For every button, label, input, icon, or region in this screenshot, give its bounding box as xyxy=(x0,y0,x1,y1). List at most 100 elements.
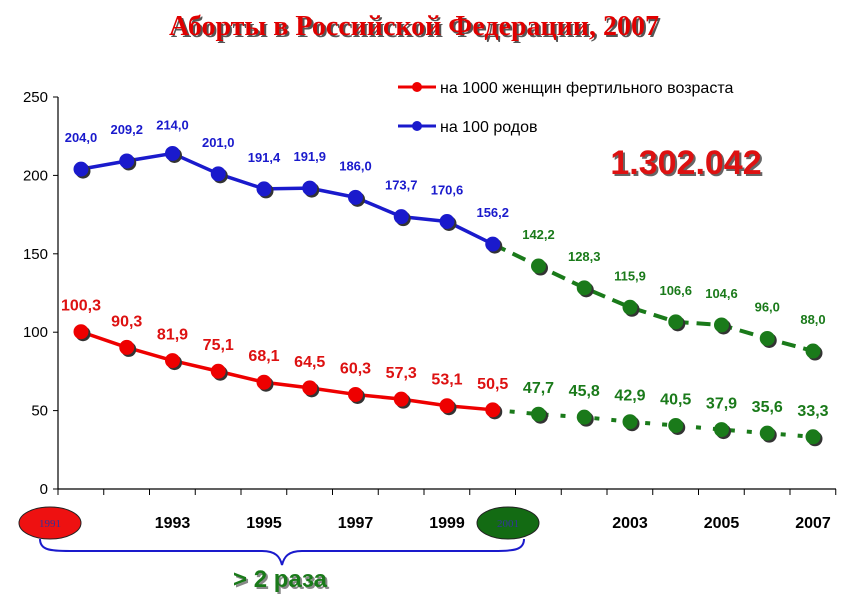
legend-births-label: на 100 родов xyxy=(440,119,538,136)
data-labels: 204,0 209,2 214,0 201,0 191,4 191,9 186,0 173,7… xyxy=(61,117,829,419)
women-point xyxy=(348,386,363,402)
births-point xyxy=(73,161,89,177)
y-tick-label: 250 xyxy=(23,89,48,106)
women-data-label: 64,5 xyxy=(294,354,325,371)
births-data-label: 214,0 xyxy=(156,117,189,132)
y-tick-label: 150 xyxy=(23,246,48,263)
x-tick-label: 2007 xyxy=(795,515,831,532)
women-data-label: 53,1 xyxy=(431,372,462,389)
women-data-label: 50,5 xyxy=(477,376,508,393)
total-annotation-text: 1.302.042 xyxy=(610,144,761,182)
births-series-line xyxy=(80,151,494,246)
births-data-label: 201,0 xyxy=(202,135,235,150)
legend-births-marker xyxy=(412,121,422,131)
births-point xyxy=(531,258,546,274)
women-point xyxy=(393,391,409,407)
births-point xyxy=(165,145,180,161)
women-data-label: 100,3 xyxy=(61,298,101,315)
women-data-label: 33,3 xyxy=(797,403,828,420)
births-data-label: 128,3 xyxy=(568,249,601,264)
x-tick-label: 1999 xyxy=(429,515,465,532)
women-point xyxy=(165,353,180,369)
births-data-label: 115,9 xyxy=(614,268,646,283)
women-point xyxy=(759,425,775,441)
women-point xyxy=(439,398,455,414)
y-tick-label: 200 xyxy=(23,167,48,184)
legend-women-label: на 1000 женщин фертильного возраста xyxy=(440,80,733,97)
x-tick-label: 1995 xyxy=(246,515,282,532)
axes: 0 50 100 150 200 250 1993 1995 1997 1999 2003 2005 2… xyxy=(23,89,837,532)
births-point xyxy=(714,317,729,333)
women-data-label: 60,3 xyxy=(340,360,371,377)
women-data-label: 75,1 xyxy=(203,337,234,354)
women-point xyxy=(531,406,546,422)
women-point xyxy=(668,417,684,433)
ratio-annotation-text: > 2 раза xyxy=(233,566,328,593)
births-point xyxy=(439,213,455,229)
women-data-label: 37,9 xyxy=(706,396,737,413)
births-data-label: 104,6 xyxy=(705,286,738,301)
women-point xyxy=(714,422,729,438)
women-data-label: 40,5 xyxy=(660,391,691,408)
births-data-label: 191,9 xyxy=(293,149,326,164)
highlight-year-2001: 2001 xyxy=(497,518,519,530)
births-data-label: 170,6 xyxy=(431,182,464,197)
women-point xyxy=(485,402,501,418)
women-point xyxy=(256,374,272,390)
women-data-label: 35,6 xyxy=(752,399,783,416)
births-data-label: 191,4 xyxy=(248,150,281,165)
births-data-label: 209,2 xyxy=(110,122,143,137)
women-data-label: 42,9 xyxy=(614,388,645,405)
chart-title-text: Аборты в Российской Федерации, 2007 xyxy=(169,11,659,42)
births-data-label: 142,2 xyxy=(522,227,555,242)
women-point xyxy=(622,414,638,430)
births-point xyxy=(485,236,501,252)
highlight-oval-2001 xyxy=(476,506,540,540)
births-data-label: 204,0 xyxy=(65,130,98,145)
comparison-brace xyxy=(39,538,525,566)
total-annotation: 1.302.042 1.302.042 xyxy=(610,144,763,184)
women-data-label: 57,3 xyxy=(386,365,417,382)
highlight-oval-1991 xyxy=(18,506,82,540)
year-highlights: 1991 2001 > 2 раза > 2 раза xyxy=(18,506,540,595)
births-point xyxy=(668,314,684,330)
births-point xyxy=(805,343,821,359)
women-point xyxy=(805,429,821,445)
legend-women-marker xyxy=(412,82,422,92)
ratio-annotation-shadow: > 2 раза xyxy=(235,568,330,595)
y-tick-label: 50 xyxy=(31,403,48,420)
births-point xyxy=(256,181,272,197)
highlight-year-1991: 1991 xyxy=(39,518,61,530)
x-tick-label: 1993 xyxy=(155,515,191,532)
births-point xyxy=(622,299,638,315)
x-tick-label: 2005 xyxy=(704,515,740,532)
births-data-label: 106,6 xyxy=(659,283,692,298)
x-tick-label: 2003 xyxy=(612,515,648,532)
births-point xyxy=(348,189,363,205)
women-data-label: 68,1 xyxy=(248,348,279,365)
births-data-label: 173,7 xyxy=(385,178,418,193)
births-data-label: 88,0 xyxy=(800,312,825,327)
women-series-line xyxy=(80,330,493,412)
births-data-label: 156,2 xyxy=(476,205,509,220)
births-point xyxy=(119,153,135,169)
women-point xyxy=(210,363,226,379)
births-point xyxy=(302,180,318,196)
y-tick-label: 100 xyxy=(23,324,48,341)
births-point xyxy=(210,166,226,182)
x-tick-label: 1997 xyxy=(338,515,374,532)
women-data-label: 47,7 xyxy=(523,380,554,397)
legend: на 1000 женщин фертильного возраста на 1… xyxy=(398,80,733,136)
y-tick-label: 0 xyxy=(40,481,48,498)
women-point xyxy=(302,380,318,396)
series-layer xyxy=(73,145,823,447)
births-point xyxy=(393,209,409,225)
births-data-label: 96,0 xyxy=(755,299,780,314)
women-point xyxy=(73,324,89,340)
births-point xyxy=(576,280,592,296)
births-data-label: 186,0 xyxy=(339,158,372,173)
women-point xyxy=(119,339,135,355)
women-data-label: 81,9 xyxy=(157,327,188,344)
women-data-label: 45,8 xyxy=(569,383,600,400)
